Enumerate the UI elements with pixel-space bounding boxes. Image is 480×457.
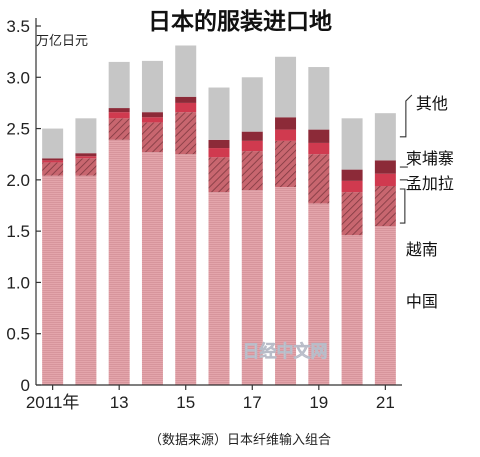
legend: 中国 越南 孟加拉 柬埔寨 其他 xyxy=(399,94,454,311)
bar-segment xyxy=(75,158,97,176)
bar-segment xyxy=(275,117,297,130)
bar-segment xyxy=(108,112,130,119)
bar-segment xyxy=(75,175,97,385)
bar-segment xyxy=(42,158,64,161)
y-axis-ticks: 0 0.5 1.0 1.5 2.0 2.5 3.0 3.5 xyxy=(6,17,41,395)
x-tick-label: 13 xyxy=(110,393,129,412)
bar-segment xyxy=(275,140,297,188)
legend-leader-line xyxy=(399,188,406,224)
y-tick-label: 2.0 xyxy=(6,171,30,190)
x-tick-label: 2011年 xyxy=(26,393,80,412)
bar-segment xyxy=(108,108,130,113)
bar-segment xyxy=(141,117,163,123)
bar-segment xyxy=(42,162,64,176)
bar-segment xyxy=(208,192,230,385)
bar-segment xyxy=(75,118,97,154)
y-tick-label: 1.0 xyxy=(6,273,30,292)
x-tick-label: 19 xyxy=(309,393,328,412)
bar-segment xyxy=(208,148,230,158)
bar-segment xyxy=(308,154,330,204)
bar-segment xyxy=(42,160,64,163)
legend-label: 柬埔寨 xyxy=(406,149,454,168)
y-tick-label: 1.5 xyxy=(6,222,30,241)
data-source-note: （数据来源）日本纤维输入组合 xyxy=(149,432,331,448)
bar-segment xyxy=(175,112,197,155)
legend-label: 中国 xyxy=(406,292,438,311)
y-tick-label: 3.0 xyxy=(6,68,30,87)
bar-segment xyxy=(75,153,97,157)
legend-label: 其他 xyxy=(416,94,448,113)
bar-segment xyxy=(241,131,263,141)
bar-segment xyxy=(141,112,163,118)
y-tick-label: 0 xyxy=(21,376,30,395)
bar-segment xyxy=(374,226,396,385)
bar-segment xyxy=(241,77,263,132)
bar-segment xyxy=(374,173,396,187)
bar-segment xyxy=(108,118,130,140)
bar-segment xyxy=(208,87,230,140)
bar-segment xyxy=(374,160,396,174)
bar-segment xyxy=(341,192,363,236)
bar-segment xyxy=(241,140,263,152)
y-tick-label: 2.5 xyxy=(6,120,30,139)
bar-segment xyxy=(341,235,363,385)
bar-segment xyxy=(208,139,230,149)
bar-segment xyxy=(241,190,263,385)
bar-segment xyxy=(208,157,230,193)
bar-segment xyxy=(308,142,330,155)
bar-segment xyxy=(42,128,64,159)
bar-segment xyxy=(374,113,396,161)
bar-segment xyxy=(175,96,197,103)
bar-segment xyxy=(275,129,297,141)
legend-label: 越南 xyxy=(406,240,438,259)
bar-segment xyxy=(341,169,363,181)
bar-segment xyxy=(108,61,130,109)
x-tick-label: 21 xyxy=(376,393,395,412)
y-tick-label: 0.5 xyxy=(6,325,30,344)
x-tick-label: 15 xyxy=(176,393,195,412)
bars-group xyxy=(42,45,396,385)
bar-segment xyxy=(341,118,363,170)
x-tick-label: 17 xyxy=(243,393,262,412)
chart-title: 日本的服装进口地 xyxy=(148,8,332,35)
bar-segment xyxy=(374,186,396,227)
watermark: 日经中文网 xyxy=(243,341,328,362)
legend-leader-line xyxy=(399,94,413,138)
bar-segment xyxy=(275,187,297,385)
bar-segment xyxy=(275,56,297,118)
legend-label: 孟加拉 xyxy=(406,174,454,193)
bar-segment xyxy=(141,152,163,385)
x-axis-ticks: 2011年 13 15 17 19 21 xyxy=(26,385,395,412)
y-axis-unit-label: 万亿日元 xyxy=(36,34,88,49)
bar-segment xyxy=(42,175,64,385)
bar-segment xyxy=(175,45,197,97)
bar-segment xyxy=(141,122,163,153)
bar-segment xyxy=(341,180,363,193)
bar-segment xyxy=(241,151,263,191)
bar-segment xyxy=(75,156,97,159)
bar-segment xyxy=(108,139,130,385)
bar-segment xyxy=(175,102,197,113)
bar-segment xyxy=(308,203,330,385)
bar-segment xyxy=(308,67,330,130)
bar-segment xyxy=(141,60,163,113)
bar-segment xyxy=(175,154,197,385)
bar-segment xyxy=(308,129,330,143)
y-tick-label: 3.5 xyxy=(6,17,30,36)
